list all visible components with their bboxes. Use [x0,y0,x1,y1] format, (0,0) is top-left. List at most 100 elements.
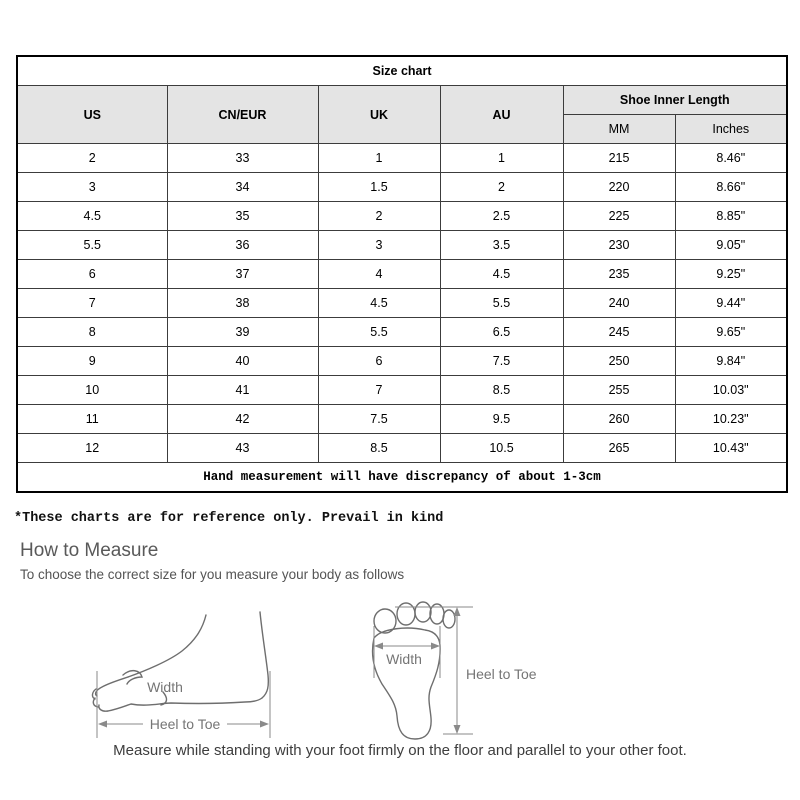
size-cell: 245 [562,317,676,347]
size-cell: 39 [166,317,319,347]
size-cell: 8 [16,317,168,347]
size-row: 2 33 1 1 215 8.46" [16,143,788,173]
size-cell: 10.03" [674,375,788,405]
size-row: 3 34 1.5 2 220 8.66" [16,172,788,202]
size-cell: 4.5 [16,201,168,231]
size-chart-table: Size chart US CN/EUR UK AU Shoe Inner Le… [16,55,789,493]
foot-side-view-diagram: Width Heel to Toe [91,611,271,738]
size-cell: 6.5 [439,317,564,347]
size-cell: 8.46" [674,143,788,173]
size-row: 8 39 5.5 6.5 245 9.65" [16,317,788,347]
size-cell: 260 [562,404,676,434]
size-cell: 34 [166,172,319,202]
size-cell: 8.5 [439,375,564,405]
size-cell: 225 [562,201,676,231]
size-cell: 10.5 [439,433,564,463]
size-cell: 5.5 [439,288,564,318]
size-chart-title-row: Size chart [16,55,788,86]
size-cell: 2 [439,172,564,202]
size-cell: 10.23" [674,404,788,434]
column-header-mm: MM [562,114,676,144]
size-row: 6 37 4 4.5 235 9.25" [16,259,788,289]
size-cell: 1 [317,143,441,173]
column-header-inner-length: Shoe Inner Length [562,85,788,115]
size-cell: 8.5 [317,433,441,463]
column-header-au: AU [439,85,564,144]
size-cell: 1.5 [317,172,441,202]
side-heel-to-toe-label: Heel to Toe [150,716,221,732]
size-cell: 3.5 [439,230,564,260]
size-cell: 10.43" [674,433,788,463]
size-cell: 9.44" [674,288,788,318]
column-header-uk: UK [317,85,441,144]
size-cell: 9 [16,346,168,376]
top-width-label: Width [386,651,422,667]
size-cell: 7 [16,288,168,318]
size-cell: 240 [562,288,676,318]
size-cell: 8.66" [674,172,788,202]
size-cell: 7.5 [317,404,441,434]
size-cell: 36 [166,230,319,260]
size-cell: 37 [166,259,319,289]
size-cell: 42 [166,404,319,434]
size-row: 12 43 8.5 10.5 265 10.43" [16,433,788,463]
size-row: 9 40 6 7.5 250 9.84" [16,346,788,376]
size-cell: 220 [562,172,676,202]
size-cell: 215 [562,143,676,173]
size-row: 11 42 7.5 9.5 260 10.23" [16,404,788,434]
measure-instruction-caption: Measure while standing with your foot fi… [113,742,687,759]
top-heel-to-toe-label: Heel to Toe [466,666,537,682]
size-cell: 9.5 [439,404,564,434]
size-cell: 235 [562,259,676,289]
size-cell: 2.5 [439,201,564,231]
measurement-discrepancy-note: Hand measurement will have discrepancy o… [16,462,788,493]
size-row: 4.5 35 2 2.5 225 8.85" [16,201,788,231]
reference-note: *These charts are for reference only. Pr… [14,511,444,526]
size-cell: 255 [562,375,676,405]
size-cell: 9.05" [674,230,788,260]
size-cell: 5.5 [16,230,168,260]
size-cell: 6 [16,259,168,289]
size-cell: 9.25" [674,259,788,289]
size-cell: 38 [166,288,319,318]
size-cell: 3 [16,172,168,202]
size-cell: 35 [166,201,319,231]
size-cell: 3 [317,230,441,260]
column-header-us: US [16,85,168,144]
size-row: 7 38 4.5 5.5 240 9.44" [16,288,788,318]
size-row: 5.5 36 3 3.5 230 9.05" [16,230,788,260]
sub-header-row: MM Inches [17,114,788,144]
how-to-measure-heading: How to Measure [20,540,159,561]
size-cell: 9.84" [674,346,788,376]
size-cell: 4 [317,259,441,289]
size-cell: 1 [439,143,564,173]
size-cell: 43 [166,433,319,463]
column-header-row: US CN/EUR UK AU Shoe Inner Length [16,85,788,144]
size-cell: 7.5 [439,346,564,376]
how-to-measure-intro: To choose the correct size for you measu… [20,567,405,582]
size-cell: 6 [317,346,441,376]
size-cell: 2 [317,201,441,231]
size-cell: 265 [562,433,676,463]
size-cell: 7 [317,375,441,405]
size-cell: 33 [166,143,319,173]
discrepancy-note-row: Hand measurement will have discrepancy o… [16,462,788,493]
size-cell: 230 [562,230,676,260]
foot-top-view-diagram: Width Heel to Toe [371,601,537,740]
size-cell: 40 [166,346,319,376]
size-chart-title: Size chart [16,55,788,86]
size-cell: 250 [562,346,676,376]
column-header-inches: Inches [674,114,788,144]
size-cell: 12 [16,433,168,463]
size-cell: 8.85" [674,201,788,231]
size-row: 10 41 7 8.5 255 10.03" [16,375,788,405]
size-cell: 5.5 [317,317,441,347]
size-cell: 11 [16,404,168,434]
side-width-label: Width [147,679,183,695]
size-cell: 9.65" [674,317,788,347]
size-cell: 2 [16,143,168,173]
size-cell: 4.5 [439,259,564,289]
column-header-cn-eur: CN/EUR [166,85,319,144]
size-cell: 10 [16,375,168,405]
